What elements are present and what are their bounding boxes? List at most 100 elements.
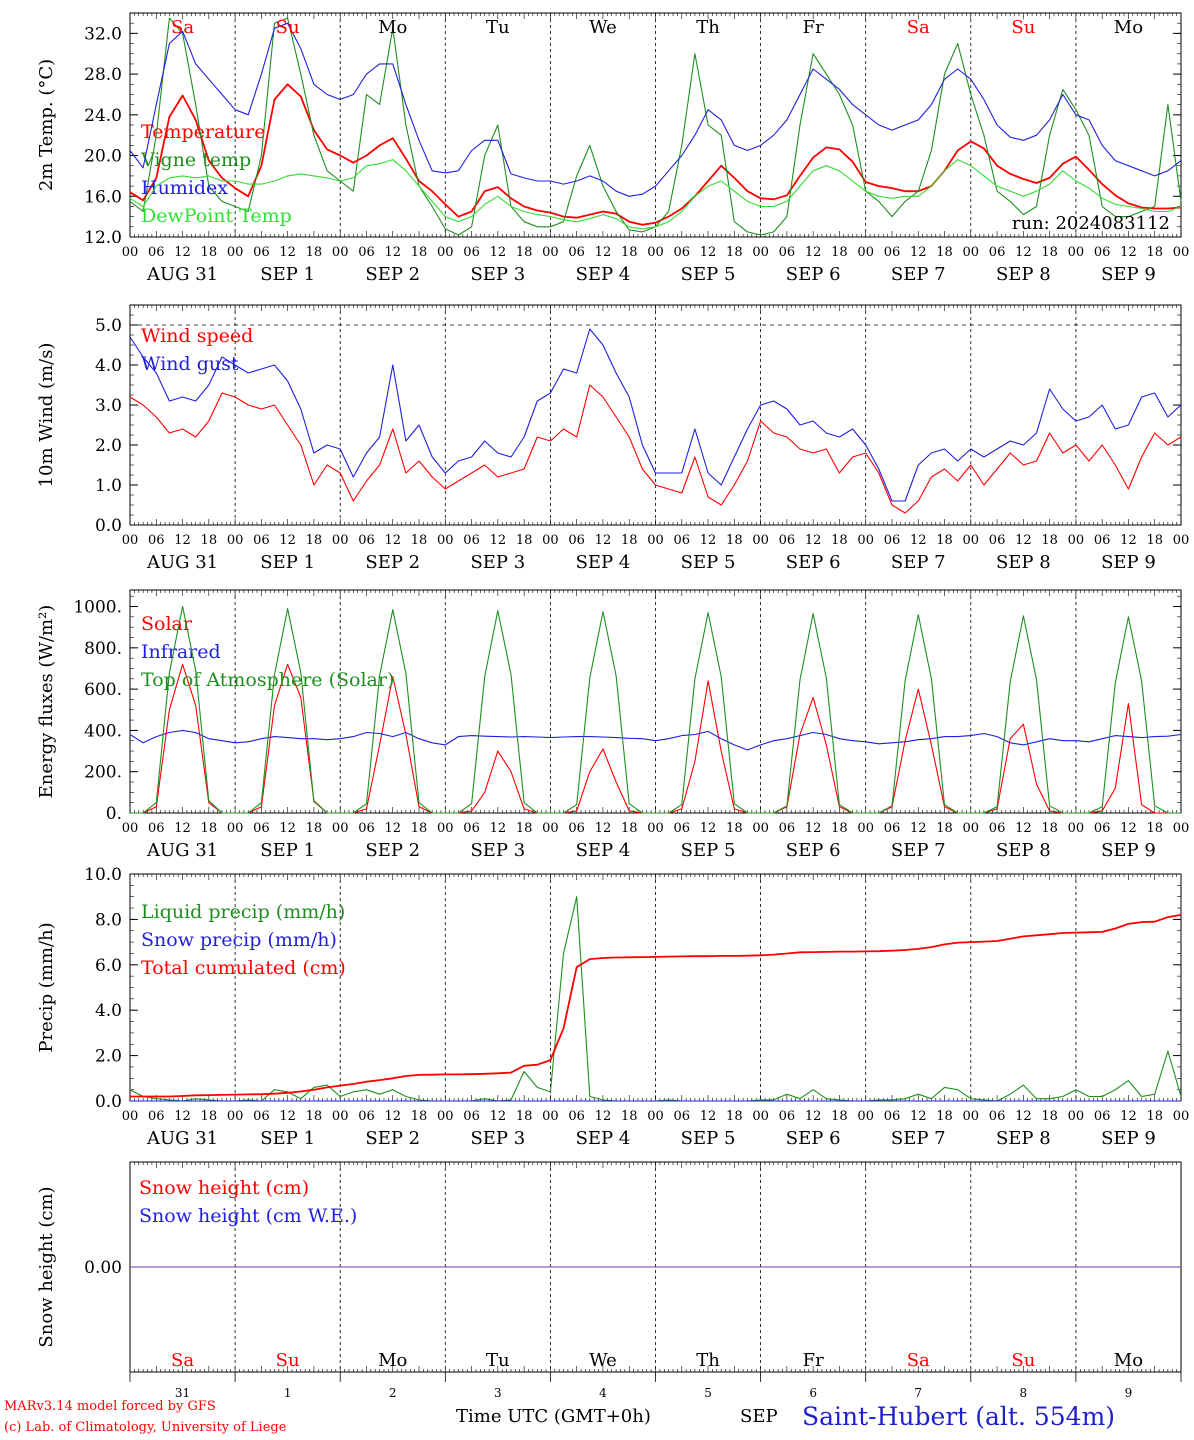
date-label: SEP 5: [681, 1128, 736, 1149]
y-tick-label: 8.0: [95, 910, 122, 930]
date-label: SEP 5: [681, 264, 736, 285]
hour-tick-label: 00: [1173, 245, 1190, 260]
hour-tick-label: 00: [437, 245, 454, 260]
hour-tick-label: 12: [805, 533, 822, 548]
hour-tick-label: 18: [411, 1109, 428, 1124]
series-line: [129, 22, 1182, 197]
y-tick-label: 1000.: [73, 598, 122, 618]
date-label: SEP 6: [786, 1128, 841, 1149]
hour-tick-label: 00: [857, 1109, 874, 1124]
hour-tick-label: 12: [279, 1109, 296, 1124]
date-label: SEP 9: [1101, 264, 1156, 285]
hour-tick-label: 12: [279, 821, 296, 836]
y-axis-label: 2m Temp. (°C): [36, 59, 57, 191]
day-number-label: 4: [599, 1386, 607, 1400]
hour-tick-label: 12: [384, 821, 401, 836]
hour-tick-label: 12: [805, 821, 822, 836]
hour-tick-label: 12: [805, 245, 822, 260]
hour-tick-label: 12: [700, 245, 717, 260]
series-line: [129, 83, 1182, 226]
date-label: SEP 3: [470, 840, 525, 861]
day-number-label: 9: [1125, 1386, 1133, 1400]
hour-tick-label: 00: [1068, 533, 1085, 548]
hour-tick-label: 00: [963, 245, 980, 260]
y-tick-label: 4.0: [95, 1001, 122, 1021]
hour-tick-label: 00: [963, 533, 980, 548]
hour-tick-label: 18: [726, 1109, 743, 1124]
date-label: AUG 31: [146, 1128, 218, 1149]
hour-tick-label: 18: [936, 245, 953, 260]
hour-tick-label: 00: [122, 821, 139, 836]
legend-entry: Liquid precip (mm/h): [141, 901, 345, 923]
y-tick-label: 5.0: [95, 316, 122, 336]
hour-tick-label: 06: [1094, 245, 1111, 260]
weekday-label: Mo: [1114, 17, 1143, 38]
date-label: SEP 8: [996, 840, 1051, 861]
date-label: SEP 7: [891, 840, 946, 861]
hour-tick-label: 00: [437, 1109, 454, 1124]
date-label: SEP 4: [576, 1128, 631, 1149]
date-label: SEP 6: [786, 552, 841, 573]
day-number-label: 8: [1020, 1386, 1028, 1400]
day-number-label: 1: [284, 1386, 292, 1400]
lab-credit: (c) Lab. of Climatology, University of L…: [4, 1420, 287, 1435]
legend-entry: Humidex: [141, 177, 228, 199]
legend-entry: Snow height (cm): [139, 1177, 309, 1199]
hour-tick-label: 00: [857, 245, 874, 260]
series-line: [129, 896, 1182, 1102]
hour-tick-label: 06: [884, 533, 901, 548]
date-label: SEP 7: [891, 264, 946, 285]
hour-tick-label: 18: [936, 533, 953, 548]
hour-tick-label: 00: [963, 821, 980, 836]
hour-tick-label: 06: [358, 1109, 375, 1124]
day-number-label: 3: [494, 1386, 502, 1400]
plot-frame: [129, 12, 1182, 238]
legend-entry: Wind speed: [141, 325, 253, 347]
hour-tick-label: 18: [726, 245, 743, 260]
date-label: AUG 31: [146, 264, 218, 285]
day-number-label: 2: [389, 1386, 397, 1400]
y-tick-label: 0.0: [95, 516, 122, 536]
y-tick-label: 4.0: [95, 356, 122, 376]
y-tick-label: 10.0: [84, 865, 122, 885]
hour-tick-label: 06: [148, 533, 165, 548]
hour-tick-label: 06: [989, 1109, 1006, 1124]
hour-tick-label: 06: [253, 821, 270, 836]
date-label: SEP 3: [470, 1128, 525, 1149]
series-line: [129, 159, 1182, 230]
y-tick-label: 32.0: [84, 24, 122, 44]
hour-tick-label: 18: [411, 821, 428, 836]
hour-tick-label: 12: [910, 821, 927, 836]
series-line: [130, 605, 1181, 814]
hour-tick-label: 12: [279, 533, 296, 548]
date-label: SEP 6: [786, 840, 841, 861]
hour-tick-label: 00: [227, 1109, 244, 1124]
hour-tick-label: 12: [1120, 533, 1137, 548]
y-tick-label: 400.: [84, 721, 122, 741]
date-label: SEP 7: [891, 552, 946, 573]
series-line: [130, 914, 1182, 1098]
hour-tick-label: 00: [1068, 1109, 1085, 1124]
y-tick-label: 1.0: [95, 476, 122, 496]
hour-tick-label: 12: [174, 1109, 191, 1124]
legend-entry: Temperature: [141, 121, 265, 143]
hour-tick-label: 00: [1173, 533, 1190, 548]
hour-tick-label: 18: [306, 533, 323, 548]
hour-tick-label: 12: [595, 821, 612, 836]
hour-tick-label: 12: [490, 533, 507, 548]
hour-tick-label: 00: [647, 821, 664, 836]
hour-tick-label: 06: [674, 821, 691, 836]
hour-tick-label: 06: [884, 821, 901, 836]
y-tick-label: 600.: [84, 680, 122, 700]
date-label: SEP 2: [365, 840, 420, 861]
hour-tick-label: 00: [647, 533, 664, 548]
weekday-label: We: [589, 17, 617, 38]
date-label: SEP 1: [260, 1128, 315, 1149]
hour-tick-label: 18: [936, 1109, 953, 1124]
date-label: SEP 5: [681, 552, 736, 573]
hour-tick-label: 06: [989, 533, 1006, 548]
hour-tick-label: 06: [1094, 1109, 1111, 1124]
weekday-label: Su: [276, 17, 300, 38]
hour-tick-label: 12: [1120, 1109, 1137, 1124]
station-label: Saint-Hubert (alt. 554m): [802, 1402, 1116, 1431]
